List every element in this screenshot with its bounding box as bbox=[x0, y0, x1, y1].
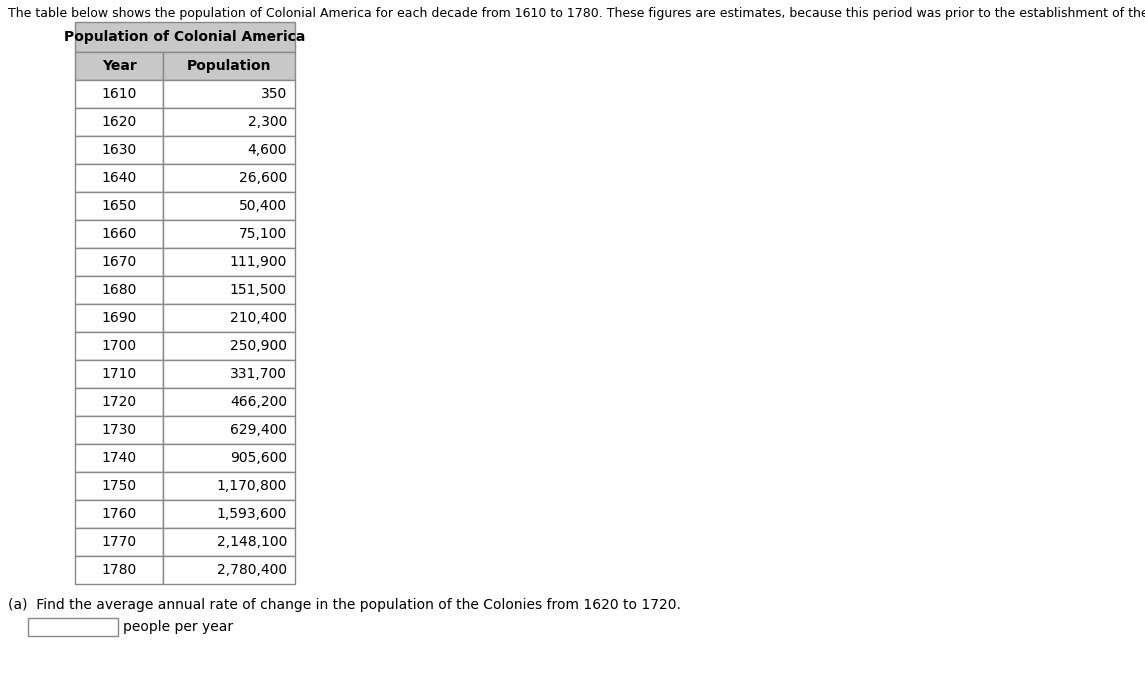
Text: 2,780,400: 2,780,400 bbox=[216, 563, 287, 577]
Bar bbox=[163, 164, 295, 192]
Text: Year: Year bbox=[102, 59, 136, 73]
Bar bbox=[76, 304, 163, 332]
Text: 1690: 1690 bbox=[101, 311, 136, 325]
Text: 1660: 1660 bbox=[101, 227, 136, 241]
Bar bbox=[76, 220, 163, 248]
Text: 1700: 1700 bbox=[102, 339, 136, 353]
Text: 1,170,800: 1,170,800 bbox=[216, 479, 287, 493]
Text: 350: 350 bbox=[261, 87, 287, 101]
Bar bbox=[76, 276, 163, 304]
Text: 1620: 1620 bbox=[102, 115, 136, 129]
Bar bbox=[163, 472, 295, 500]
Text: 1640: 1640 bbox=[102, 171, 136, 185]
Text: 1630: 1630 bbox=[102, 143, 136, 157]
Text: 1650: 1650 bbox=[102, 199, 136, 213]
Text: 629,400: 629,400 bbox=[230, 423, 287, 437]
Text: 1610: 1610 bbox=[101, 87, 136, 101]
Bar bbox=[76, 164, 163, 192]
Text: 111,900: 111,900 bbox=[230, 255, 287, 269]
Bar bbox=[163, 248, 295, 276]
Bar bbox=[76, 360, 163, 388]
Text: 1730: 1730 bbox=[102, 423, 136, 437]
Bar bbox=[163, 192, 295, 220]
Text: 1710: 1710 bbox=[102, 367, 136, 381]
Bar bbox=[163, 80, 295, 108]
Text: 4,600: 4,600 bbox=[247, 143, 287, 157]
Bar bbox=[76, 22, 295, 52]
Text: 50,400: 50,400 bbox=[239, 199, 287, 213]
Bar bbox=[163, 52, 295, 80]
Text: 1680: 1680 bbox=[101, 283, 136, 297]
Bar bbox=[27, 618, 118, 636]
Text: Population of Colonial America: Population of Colonial America bbox=[64, 30, 306, 44]
Bar bbox=[76, 80, 163, 108]
Text: 1,593,600: 1,593,600 bbox=[216, 507, 287, 521]
Text: 151,500: 151,500 bbox=[230, 283, 287, 297]
Bar bbox=[163, 556, 295, 584]
Bar bbox=[76, 332, 163, 360]
Text: 210,400: 210,400 bbox=[230, 311, 287, 325]
Text: 1760: 1760 bbox=[102, 507, 136, 521]
Bar bbox=[163, 276, 295, 304]
Bar bbox=[76, 192, 163, 220]
Text: 26,600: 26,600 bbox=[238, 171, 287, 185]
Bar bbox=[76, 500, 163, 528]
Bar bbox=[163, 388, 295, 416]
Text: 250,900: 250,900 bbox=[230, 339, 287, 353]
Bar bbox=[163, 500, 295, 528]
Text: 1770: 1770 bbox=[102, 535, 136, 549]
Bar bbox=[163, 220, 295, 248]
Bar bbox=[76, 52, 163, 80]
Bar bbox=[163, 136, 295, 164]
Text: 1780: 1780 bbox=[102, 563, 136, 577]
Bar bbox=[76, 108, 163, 136]
Text: 1740: 1740 bbox=[102, 451, 136, 465]
Bar bbox=[163, 416, 295, 444]
Bar bbox=[76, 248, 163, 276]
Text: 1720: 1720 bbox=[102, 395, 136, 409]
Bar bbox=[76, 528, 163, 556]
Bar bbox=[163, 304, 295, 332]
Bar bbox=[76, 556, 163, 584]
Bar bbox=[163, 332, 295, 360]
Bar bbox=[163, 360, 295, 388]
Bar bbox=[163, 108, 295, 136]
Text: 75,100: 75,100 bbox=[239, 227, 287, 241]
Bar bbox=[76, 444, 163, 472]
Bar bbox=[163, 528, 295, 556]
Text: 1670: 1670 bbox=[102, 255, 136, 269]
Bar bbox=[76, 472, 163, 500]
Bar bbox=[76, 416, 163, 444]
Text: 905,600: 905,600 bbox=[230, 451, 287, 465]
Text: (a)  Find the average annual rate of change in the population of the Colonies fr: (a) Find the average annual rate of chan… bbox=[8, 598, 681, 612]
Text: 466,200: 466,200 bbox=[230, 395, 287, 409]
Text: people per year: people per year bbox=[123, 620, 234, 634]
Text: 2,300: 2,300 bbox=[247, 115, 287, 129]
Text: 1750: 1750 bbox=[102, 479, 136, 493]
Text: 331,700: 331,700 bbox=[230, 367, 287, 381]
Text: The table below shows the population of Colonial America for each decade from 16: The table below shows the population of … bbox=[8, 7, 1145, 20]
Bar bbox=[76, 388, 163, 416]
Bar bbox=[76, 136, 163, 164]
Text: 2,148,100: 2,148,100 bbox=[216, 535, 287, 549]
Text: Population: Population bbox=[187, 59, 271, 73]
Bar bbox=[163, 444, 295, 472]
